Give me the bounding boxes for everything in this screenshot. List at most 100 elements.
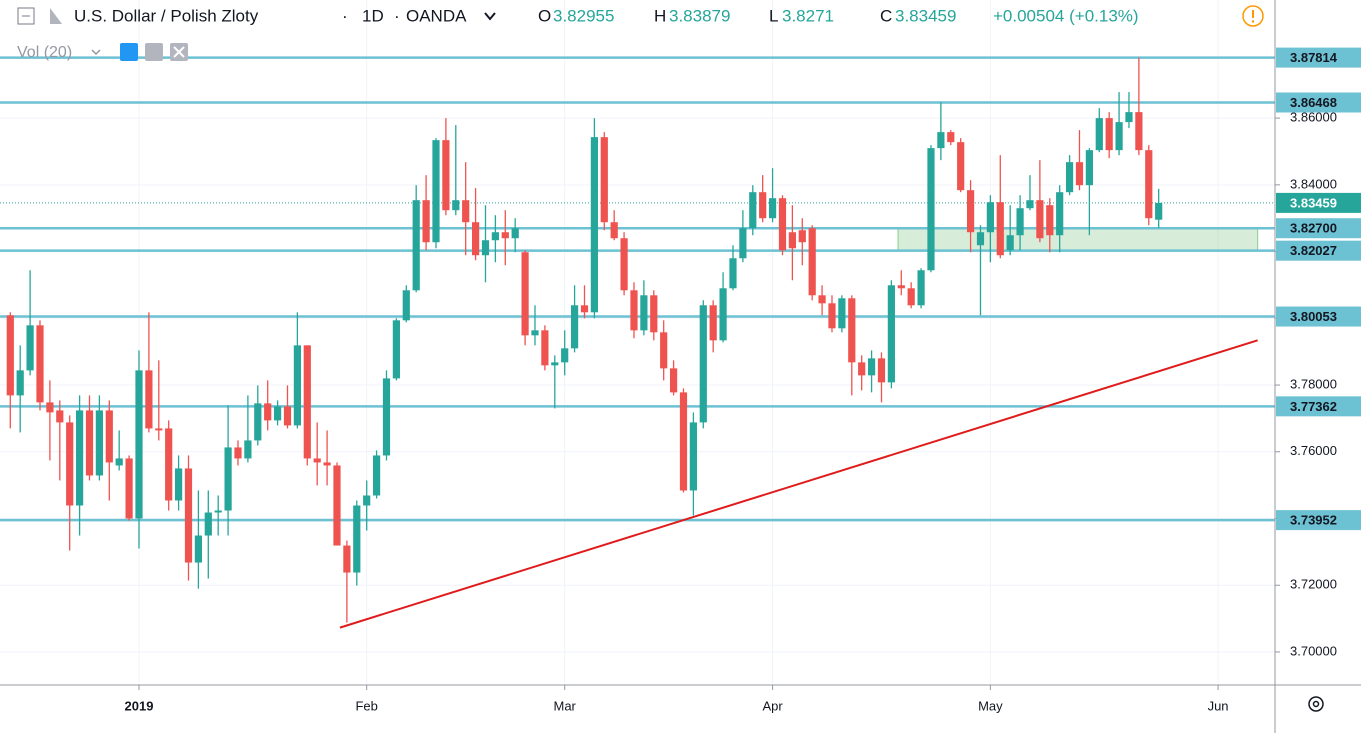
candle-body: [372, 455, 381, 496]
candle-body: [917, 270, 925, 306]
x-tick-label: Feb: [355, 698, 377, 713]
candle-body: [135, 370, 143, 519]
candle-body: [976, 232, 985, 246]
candle-body: [481, 240, 490, 256]
ohlc-label: L: [769, 6, 778, 25]
candle-body: [224, 447, 232, 511]
candle-body: [570, 305, 579, 349]
candle-body: [818, 295, 826, 304]
candle-body: [75, 410, 84, 506]
dropdown-caret[interactable]: [484, 12, 496, 21]
candle-body: [85, 410, 94, 476]
x-tick-label: Jun: [1208, 698, 1229, 713]
settings-button[interactable]: [145, 43, 163, 61]
trendline: [339, 339, 1258, 629]
interval[interactable]: 1D: [362, 6, 384, 25]
candle-body: [16, 370, 24, 396]
indicator-caret[interactable]: [91, 49, 101, 56]
level-label: 3.82700: [1290, 221, 1337, 236]
candle-body: [768, 198, 777, 219]
candle-body: [234, 447, 242, 459]
candle-body: [986, 202, 994, 233]
candle-body: [808, 228, 816, 296]
level-label: 3.80053: [1290, 309, 1337, 324]
separator: ·: [342, 6, 348, 25]
candle-body: [363, 495, 371, 506]
candle-body: [689, 422, 697, 491]
visibility-button[interactable]: [120, 43, 138, 61]
candle-body: [669, 368, 678, 393]
candle-body: [412, 200, 420, 291]
candle-body: [491, 232, 499, 241]
candle-body: [95, 410, 103, 476]
level-label: 3.77362: [1290, 399, 1337, 414]
candle-body: [650, 295, 658, 333]
candle-body: [1046, 205, 1054, 236]
level-label-box: [1276, 47, 1361, 68]
ohlc-label: C: [880, 6, 892, 25]
ohlc-label: O: [538, 6, 551, 25]
candle-body: [749, 192, 757, 229]
candle-body: [402, 290, 410, 321]
candle-body: [858, 362, 866, 376]
candle-body: [422, 200, 430, 243]
candle-body: [600, 137, 608, 223]
candle-body: [442, 140, 450, 211]
candle-body: [739, 228, 747, 259]
level-label: 3.87814: [1290, 50, 1338, 65]
level-label-box: [1276, 240, 1361, 261]
candle-body: [303, 345, 311, 459]
level-label: 3.82027: [1290, 243, 1337, 258]
support-zone: [897, 227, 1259, 252]
indicator-name[interactable]: Vol (20): [17, 44, 72, 61]
candle-body: [382, 378, 391, 456]
ohlc-value: 3.8271: [782, 6, 834, 25]
time-axis: 2019 Feb Mar Apr May Jun: [125, 685, 1229, 713]
collapse-button[interactable]: [17, 7, 35, 25]
symbol-icon: [50, 8, 62, 24]
alert-icon[interactable]: [1242, 5, 1264, 27]
change: +0.00504 (+0.13%): [993, 6, 1139, 25]
candle-body: [877, 358, 886, 383]
candle-body: [630, 290, 638, 331]
candle-body: [254, 403, 262, 441]
candle-body: [1075, 162, 1084, 186]
level-label-box: [1276, 92, 1361, 113]
candle-body: [709, 305, 717, 341]
candle-body: [46, 402, 54, 413]
candle-body: [620, 238, 628, 291]
candle-body: [1026, 200, 1034, 209]
candle-body: [333, 465, 341, 546]
candle-body: [660, 332, 668, 369]
y-tick-label: 3.72000: [1290, 577, 1337, 592]
candle-body: [452, 200, 460, 211]
symbol-name[interactable]: U.S. Dollar / Polish Zloty: [74, 6, 259, 25]
candle-body: [115, 458, 123, 466]
candle-body: [125, 458, 133, 519]
candle-body: [798, 230, 806, 243]
candle-body: [521, 252, 529, 336]
candle-body: [264, 403, 272, 421]
candle-body: [174, 468, 183, 501]
candle-body: [848, 298, 856, 363]
candle-body: [56, 410, 64, 423]
candle-body: [966, 190, 975, 233]
candle-body: [66, 422, 74, 506]
candle-body: [867, 358, 876, 376]
candle-body: [1145, 150, 1153, 219]
legend-header: U.S. Dollar / Polish Zloty · 1D · OANDA …: [17, 5, 1264, 61]
candle-body: [36, 325, 44, 403]
candle-body: [323, 462, 331, 466]
candle-body: [501, 232, 509, 239]
exchange[interactable]: OANDA: [406, 6, 467, 25]
settings-gear[interactable]: [1308, 696, 1324, 712]
candle-body: [1065, 162, 1074, 193]
y-tick-label: 3.76000: [1290, 443, 1337, 458]
x-tick-label: Mar: [553, 698, 576, 713]
last-price-label: 3.83459: [1290, 195, 1337, 210]
ohlc-value: 3.82955: [553, 6, 614, 25]
candle-body: [1135, 112, 1143, 151]
x-tick-label: 2019: [125, 698, 154, 713]
x-tick-label: Apr: [762, 698, 783, 713]
candle-body: [1036, 200, 1044, 239]
